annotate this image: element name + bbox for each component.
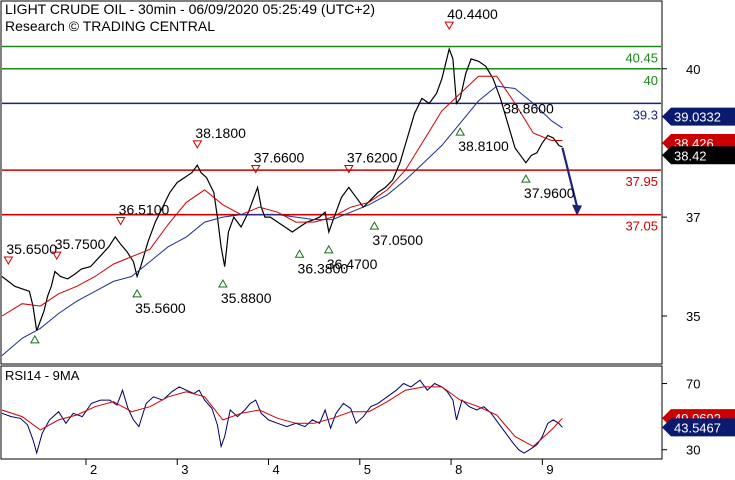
annotation-marker-6: [250, 165, 261, 174]
annotation-marker-5: [218, 278, 228, 288]
chart-title: LIGHT CRUDE OIL - 30min - 06/09/2020 05:…: [5, 1, 375, 17]
x-tick-label-4: 8: [455, 462, 462, 477]
annotation-marker-3: [132, 288, 142, 298]
annotation-marker-4: [192, 140, 203, 149]
annotation-marker-11: [444, 21, 455, 31]
annotation-label-0: 35.6500: [6, 241, 57, 257]
price-series-line-2: [1, 85, 563, 356]
annotation-marker-1: [51, 251, 62, 261]
rsi-badge-1: [662, 418, 735, 437]
price-badge-2: [662, 146, 735, 165]
level-label-4: 37.05: [625, 219, 658, 234]
rsi-series-line-1: [1, 386, 563, 448]
level-label-2: 39.3: [633, 107, 658, 122]
level-label-3: 37.95: [625, 174, 658, 189]
annotation-label-8: 36.4700: [327, 256, 378, 272]
rsi-title: RSI14 - 9MA: [5, 368, 80, 383]
level-label-0: 40.45: [625, 51, 658, 66]
annotation-label-7: 36.3800: [298, 260, 349, 276]
x-tick-label-3: 5: [364, 462, 371, 477]
annotation-marker-8: [323, 244, 334, 254]
price-badge-0: [662, 107, 735, 126]
annotation-marker-14: [521, 174, 531, 183]
annotation-marker-0: [3, 256, 14, 266]
rsi-series-line-0: [1, 379, 563, 455]
annotation-marker-12: [455, 127, 466, 136]
chart-source: Research © TRADING CENTRAL: [5, 18, 215, 34]
price-chart: 35 37 40 40.45 40 39.3 37.95 37.05 35.650035.750…: [1, 6, 735, 356]
annotation-label-3: 35.5600: [135, 300, 186, 316]
price-y-tick-label-1: 37: [686, 210, 700, 225]
annotation-label-14: 37.9600: [524, 185, 575, 201]
price-badge-label-0: 39.0332: [674, 110, 721, 125]
annotation-label-1: 35.7500: [55, 236, 106, 252]
annotation-label-13: 38.8600: [503, 100, 554, 116]
annotation-label-9: 37.6200: [347, 150, 398, 166]
price-y-tick-label-0: 35: [686, 309, 700, 324]
forecast-arrow-line: [561, 147, 579, 207]
rsi-y-tick-label-0: 30: [686, 443, 700, 458]
annotation-marker-7: [294, 249, 305, 258]
price-series-line-0: [1, 46, 563, 332]
rsi-y-tick-label-1: 70: [686, 377, 700, 392]
x-tick-label-0: 2: [90, 462, 97, 477]
annotation-marker-9: [343, 165, 354, 174]
price-series-line-1: [1, 75, 563, 317]
annotation-marker-2: [115, 216, 126, 226]
forecast-arrow-head: [572, 204, 583, 216]
annotation-marker-10: [369, 221, 380, 230]
annotation-label-6: 37.6600: [254, 150, 305, 166]
annotation-label-12: 38.8100: [458, 138, 509, 154]
price-panel-frame: [0, 0, 663, 365]
annotation-label-2: 36.5100: [119, 201, 170, 217]
price-badge-label-2: 38.42: [674, 148, 707, 163]
rsi-panel-frame: [0, 365, 663, 460]
annotation-label-5: 35.8800: [221, 290, 272, 306]
x-tick-label-5: 9: [546, 462, 553, 477]
annotation-label-10: 37.0500: [372, 232, 423, 248]
annotation-marker-15: [29, 334, 40, 344]
annotation-label-4: 38.1800: [195, 125, 246, 141]
x-tick-label-2: 4: [273, 462, 280, 477]
rsi-badge-label-1: 43.5467: [674, 420, 721, 435]
level-label-1: 40: [644, 73, 658, 88]
x-tick-label-1: 3: [181, 462, 188, 477]
annotation-label-11: 40.4400: [447, 6, 498, 22]
price-y-tick-label-2: 40: [686, 62, 700, 77]
